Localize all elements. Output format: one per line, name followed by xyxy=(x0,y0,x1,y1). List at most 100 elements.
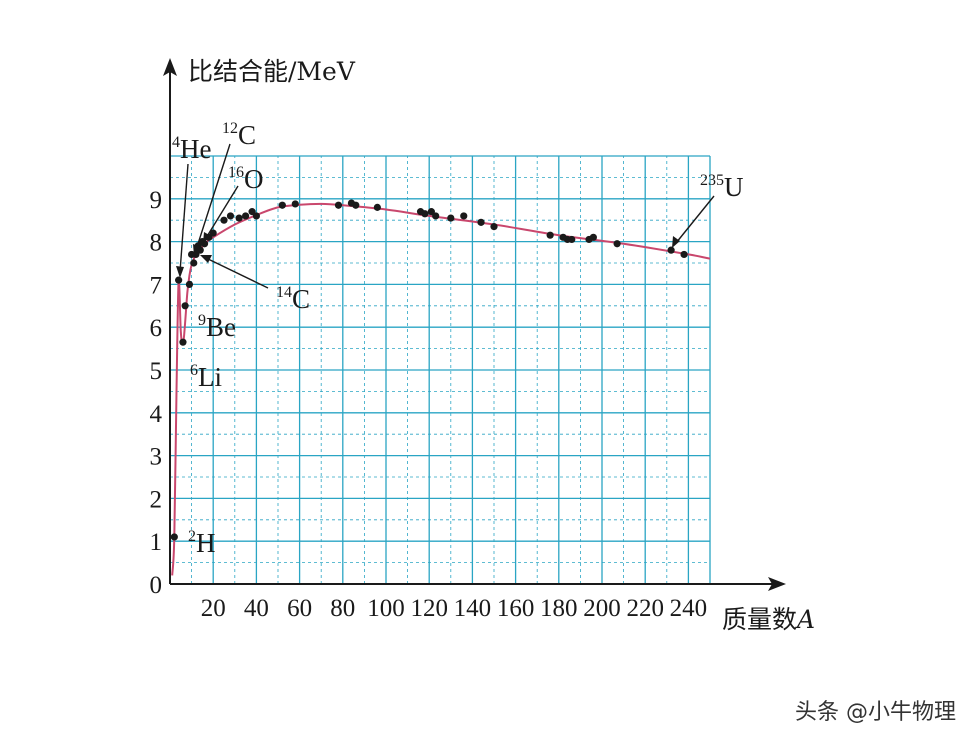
x-tick-label: 160 xyxy=(497,595,535,622)
y-tick-label: 6 xyxy=(150,315,163,342)
data-point xyxy=(170,533,178,541)
data-point xyxy=(181,302,189,310)
label-u235-mass: 235 xyxy=(700,172,724,189)
x-tick-labels: 20 40 60 80 100 120 140 160 180 200 220 240 xyxy=(201,595,707,622)
arrowhead-o16 xyxy=(203,232,211,243)
data-point xyxy=(447,214,455,222)
label-h2-symbol: H xyxy=(196,528,216,558)
data-point xyxy=(175,276,183,284)
label-c12-mass: 12 xyxy=(222,120,238,137)
data-point xyxy=(235,214,243,222)
y-axis-title: 比结合能/MeV xyxy=(188,57,356,86)
label-li6: 6Li xyxy=(190,362,222,392)
data-point xyxy=(568,235,576,244)
label-c12: 12C xyxy=(222,120,256,150)
x-tick-label: 20 xyxy=(201,595,226,622)
x-tick-label: 200 xyxy=(583,595,621,622)
label-be9: 9Be xyxy=(198,312,236,342)
data-point xyxy=(291,200,299,208)
x-tick-label: 220 xyxy=(626,595,664,622)
data-point xyxy=(546,231,554,239)
label-o16-symbol: O xyxy=(244,164,264,194)
label-he4: 4He xyxy=(172,134,211,164)
x-tick-label: 100 xyxy=(367,595,405,622)
label-he4-symbol: He xyxy=(180,134,211,164)
x-tick-label: 120 xyxy=(410,595,448,622)
x-tick-label: 40 xyxy=(244,595,269,622)
data-point xyxy=(477,218,485,226)
y-tick-label: 3 xyxy=(150,444,163,471)
leader-u235 xyxy=(675,195,715,244)
label-u235: 235U xyxy=(700,172,744,202)
label-c14-mass: 14 xyxy=(276,284,292,301)
y-tick-label: 1 xyxy=(150,529,163,556)
label-o16-mass: 16 xyxy=(228,164,244,181)
arrowhead-c12 xyxy=(193,244,201,256)
label-be9-symbol: Be xyxy=(206,312,236,342)
data-point xyxy=(209,229,217,237)
data-point xyxy=(242,212,250,220)
label-c14: 14C xyxy=(276,284,310,314)
arrowhead-he4 xyxy=(176,266,184,278)
y-tick-labels: 0 1 2 3 4 5 6 7 8 9 xyxy=(150,187,163,599)
y-tick-label: 0 xyxy=(150,572,163,599)
data-point xyxy=(373,203,381,211)
x-axis-title-var: A xyxy=(795,605,815,634)
y-tick-label: 8 xyxy=(150,230,163,257)
data-point xyxy=(190,259,198,267)
data-point xyxy=(490,223,498,231)
label-c14-symbol: C xyxy=(292,284,310,314)
label-be9-mass: 9 xyxy=(198,312,206,329)
y-tick-label: 9 xyxy=(150,187,163,214)
data-point xyxy=(220,216,228,224)
label-h2-mass: 2 xyxy=(188,528,196,545)
nuclide-labels: 4He 12C 16O 14C 9Be 6Li 2H 235U xyxy=(172,120,744,558)
data-points xyxy=(170,199,688,541)
x-tick-label: 60 xyxy=(287,595,312,622)
label-o16: 16O xyxy=(228,164,264,194)
arrowhead-u235 xyxy=(672,236,680,248)
y-tick-label: 5 xyxy=(150,358,163,385)
data-point xyxy=(185,280,194,288)
label-h2: 2H xyxy=(188,528,216,558)
data-point xyxy=(613,240,621,248)
watermark: 头条 @小牛物理 xyxy=(795,700,956,725)
data-point xyxy=(179,338,187,346)
data-point xyxy=(421,210,429,218)
data-point xyxy=(667,246,675,254)
data-point xyxy=(334,201,343,209)
leader-c12 xyxy=(195,143,231,251)
data-point xyxy=(200,240,209,248)
leader-c14 xyxy=(205,257,269,289)
label-li6-mass: 6 xyxy=(190,362,198,379)
leader-o16 xyxy=(205,185,239,239)
data-point xyxy=(252,212,260,220)
label-leaders xyxy=(179,143,715,289)
x-axis-title: 质量数A xyxy=(722,605,815,634)
data-point xyxy=(278,201,286,209)
grid xyxy=(170,155,711,584)
data-point xyxy=(589,233,597,241)
x-tick-label: 140 xyxy=(454,595,492,622)
axes xyxy=(163,58,786,591)
label-li6-symbol: Li xyxy=(198,362,222,392)
leader-he4 xyxy=(179,163,189,273)
label-he4-mass: 4 xyxy=(172,134,180,151)
arrowhead-c14 xyxy=(200,255,212,263)
data-point xyxy=(460,212,468,220)
y-tick-label: 4 xyxy=(150,401,163,428)
x-tick-label: 180 xyxy=(540,595,578,622)
data-point xyxy=(352,201,360,209)
label-arrowheads xyxy=(176,232,680,278)
data-point xyxy=(432,212,440,220)
y-tick-label: 2 xyxy=(150,486,163,513)
x-tick-label: 240 xyxy=(670,595,708,622)
data-point xyxy=(226,212,235,220)
x-axis-title-prefix: 质量数 xyxy=(722,605,797,634)
label-c12-symbol: C xyxy=(238,120,256,150)
data-point xyxy=(680,250,688,259)
y-tick-label: 7 xyxy=(150,272,163,299)
x-axis-arrow xyxy=(768,577,786,591)
x-tick-label: 80 xyxy=(330,595,355,622)
